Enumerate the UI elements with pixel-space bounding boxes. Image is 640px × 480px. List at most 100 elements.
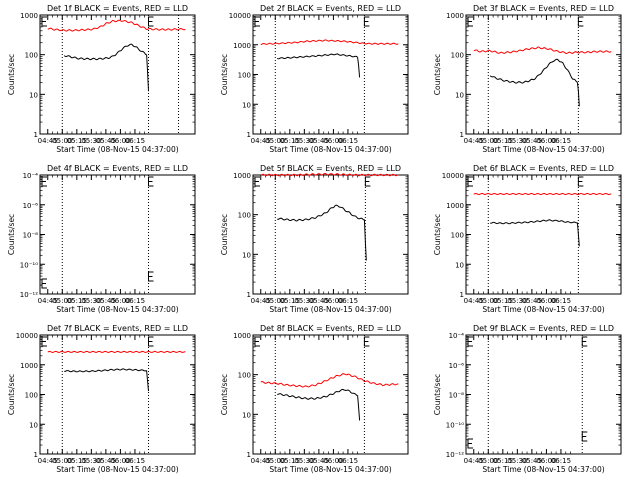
y-tick-label: 1000: [446, 12, 464, 20]
chart-panel-7: Det 7f BLACK = Events, RED = LLD 1 10 100 10…: [7, 324, 196, 474]
flag-marker-left: [467, 438, 473, 449]
y-tick-label: 10000: [16, 332, 38, 340]
events-series-line: [277, 53, 358, 60]
flag-marker-left: [41, 176, 47, 187]
flag-marker-left: [467, 176, 473, 187]
x-tick-label: 05:45: [522, 457, 542, 465]
flag-marker-left: [41, 336, 47, 347]
y-tick-label: 10⁻¹⁰: [20, 261, 38, 269]
y-tick-label: 10: [242, 101, 251, 109]
x-tick-label: 06:00: [110, 297, 130, 305]
x-tick-label: 05:15: [280, 457, 300, 465]
chart-title: Det 1f BLACK = Events, RED = LLD: [47, 4, 188, 13]
x-tick-label: 05:15: [280, 137, 300, 145]
x-tick-label: 04:45: [38, 457, 58, 465]
x-tick-label: 06:00: [323, 297, 343, 305]
y-tick-label: 10⁻¹⁰: [446, 421, 464, 429]
x-axis-label: Start Time (08-Nov-15 04:37:00): [269, 305, 391, 314]
x-axis-label: Start Time (08-Nov-15 04:37:00): [269, 465, 391, 474]
events-series-line: [363, 219, 367, 261]
y-tick-label: 100: [238, 72, 251, 80]
x-tick-label: 05:30: [81, 137, 101, 145]
y-tick-label: 1000: [233, 332, 251, 340]
x-tick-label: 05:30: [81, 457, 101, 465]
flag-marker-left: [467, 16, 473, 27]
chart-title: Det 4f BLACK = Events, RED = LLD: [47, 164, 188, 173]
y-tick-label: 1000: [233, 42, 251, 50]
y-tick-label: 1: [460, 291, 464, 299]
chart-title: Det 7f BLACK = Events, RED = LLD: [47, 324, 188, 333]
x-axis-label: Start Time (08-Nov-15 04:37:00): [482, 305, 604, 314]
x-tick-label: 05:00: [265, 297, 285, 305]
flag-marker: [577, 176, 584, 187]
x-tick-label: 06:00: [110, 137, 130, 145]
events-series-line: [490, 219, 578, 225]
x-tick-label: 06:00: [323, 137, 343, 145]
chart-title: Det 9f BLACK = Events, RED = LLD: [473, 324, 614, 333]
y-axis-label: Counts/sec: [220, 374, 229, 415]
x-tick-label: 06:15: [338, 457, 358, 465]
x-tick-label: 04:45: [251, 457, 271, 465]
flag-marker: [148, 271, 154, 282]
x-tick-label: 05:00: [52, 137, 72, 145]
y-tick-label: 10: [29, 91, 38, 99]
lld-series-line: [473, 46, 612, 55]
events-series-line: [357, 395, 361, 421]
x-tick-label: 05:15: [67, 297, 87, 305]
x-tick-label: 04:45: [251, 297, 271, 305]
chart-title: Det 3f BLACK = Events, RED = LLD: [473, 4, 614, 13]
y-tick-label: 1: [247, 451, 251, 459]
x-tick-label: 05:00: [52, 297, 72, 305]
plot-frame: [252, 14, 409, 135]
x-tick-label: 06:00: [536, 137, 556, 145]
y-tick-label: 1000: [233, 172, 251, 180]
x-tick-label: 05:15: [67, 457, 87, 465]
x-tick-label: 05:00: [478, 297, 498, 305]
y-tick-label: 10⁻¹²: [446, 451, 464, 459]
y-tick-label: 100: [238, 212, 251, 220]
x-tick-label: 05:00: [265, 457, 285, 465]
y-tick-label: 100: [25, 392, 38, 400]
x-tick-label: 04:45: [464, 297, 484, 305]
flag-marker-left: [254, 176, 260, 187]
chart-panel-8: Det 8f BLACK = Events, RED = LLD 1 10 100 10…: [220, 324, 409, 474]
x-tick-label: 05:15: [493, 297, 513, 305]
y-tick-label: 1: [460, 131, 464, 139]
x-tick-label: 06:00: [536, 297, 556, 305]
plot-frame: [39, 14, 196, 135]
events-series-line: [277, 204, 365, 222]
flag-marker-left: [254, 16, 260, 27]
x-axis-label: Start Time (08-Nov-15 04:37:00): [269, 145, 391, 154]
lld-series-line: [47, 19, 186, 32]
plot-frame: [252, 174, 409, 295]
y-tick-label: 100: [25, 52, 38, 60]
y-axis-label: Counts/sec: [7, 374, 16, 415]
lld-series-line: [260, 373, 399, 388]
plot-frame: [465, 14, 622, 135]
x-tick-label: 06:15: [551, 137, 571, 145]
chart-panel-1: Det 1f BLACK = Events, RED = LLD 1 10 100 10…: [7, 4, 196, 154]
y-axis-label: Counts/sec: [220, 214, 229, 255]
x-tick-label: 06:15: [338, 297, 358, 305]
x-tick-label: 06:00: [323, 457, 343, 465]
flag-marker: [581, 431, 588, 442]
y-axis-label: Counts/sec: [220, 54, 229, 95]
y-tick-label: 10: [455, 261, 464, 269]
events-series-line: [357, 57, 361, 78]
x-tick-label: 05:00: [265, 137, 285, 145]
y-tick-label: 100: [451, 52, 464, 60]
x-tick-label: 05:45: [522, 297, 542, 305]
chart-panel-9: Det 9f BLACK = Events, RED = LLD 10⁻¹² 10⁻…: [433, 324, 622, 474]
flag-marker: [148, 176, 154, 187]
x-tick-label: 05:15: [67, 137, 87, 145]
x-tick-label: 05:45: [309, 457, 329, 465]
flag-marker: [577, 16, 584, 27]
chart-panel-4: Det 4f BLACK = Events, RED = LLD 10⁻¹² 10⁻…: [7, 164, 196, 314]
x-tick-label: 05:00: [478, 137, 498, 145]
x-tick-label: 05:30: [507, 457, 527, 465]
x-axis-label: Start Time (08-Nov-15 04:37:00): [482, 465, 604, 474]
y-axis-label: Counts/sec: [433, 374, 442, 415]
x-tick-label: 05:45: [96, 297, 116, 305]
x-tick-label: 06:15: [125, 297, 145, 305]
chart-panel-3: Det 3f BLACK = Events, RED = LLD 1 10 100 10…: [433, 4, 622, 154]
